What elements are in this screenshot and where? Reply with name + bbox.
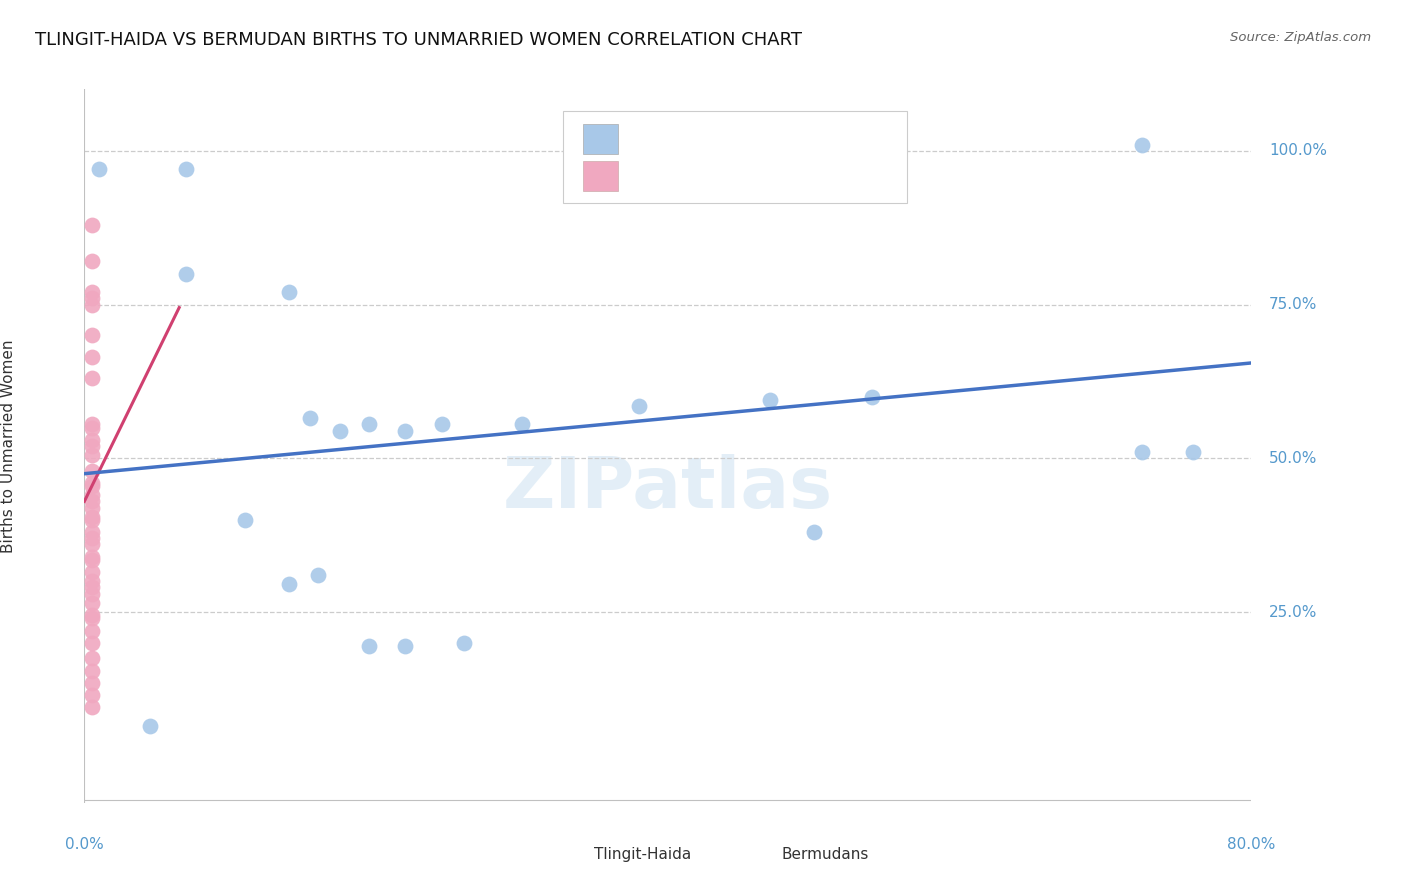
Point <box>80 700 103 714</box>
Text: R = 0.209   N = 26: R = 0.209 N = 26 <box>630 129 830 149</box>
Point <box>357 417 380 432</box>
FancyBboxPatch shape <box>582 161 617 191</box>
Point <box>759 392 782 407</box>
Point <box>176 162 198 177</box>
Point <box>80 494 103 508</box>
Point <box>80 297 103 311</box>
Point <box>80 433 103 447</box>
Point <box>453 636 475 650</box>
Point <box>627 399 650 413</box>
Point <box>80 488 103 502</box>
Point <box>87 162 110 177</box>
Point <box>80 549 103 564</box>
Point <box>80 500 103 515</box>
Text: 0.0%: 0.0% <box>65 837 104 852</box>
Point <box>394 639 416 653</box>
Point <box>80 464 103 478</box>
Point <box>139 719 162 733</box>
FancyBboxPatch shape <box>562 111 907 203</box>
Point <box>860 390 883 404</box>
Text: Bermudans: Bermudans <box>782 847 869 862</box>
Point <box>80 565 103 579</box>
FancyBboxPatch shape <box>582 124 617 154</box>
Text: R = 0.327   N = 40: R = 0.327 N = 40 <box>630 167 830 186</box>
Point <box>1130 445 1153 459</box>
Point <box>80 608 103 623</box>
Point <box>80 664 103 678</box>
Point <box>80 581 103 595</box>
Point <box>1181 445 1204 459</box>
Text: 100.0%: 100.0% <box>1268 144 1327 158</box>
Point <box>80 291 103 305</box>
Point <box>80 479 103 493</box>
Point <box>80 531 103 545</box>
Text: 25.0%: 25.0% <box>1268 605 1317 620</box>
Point <box>80 448 103 462</box>
Text: Births to Unmarried Women: Births to Unmarried Women <box>1 339 15 553</box>
Point <box>80 218 103 232</box>
Point <box>357 639 380 653</box>
Point <box>80 636 103 650</box>
Text: 80.0%: 80.0% <box>1227 837 1275 852</box>
Point <box>803 525 825 540</box>
Point <box>80 328 103 343</box>
Point <box>80 285 103 300</box>
Text: 50.0%: 50.0% <box>1268 450 1317 466</box>
Point <box>80 624 103 638</box>
Point <box>80 371 103 385</box>
Point <box>80 688 103 702</box>
Point <box>307 568 329 582</box>
Text: Source: ZipAtlas.com: Source: ZipAtlas.com <box>1230 31 1371 45</box>
Point <box>80 509 103 524</box>
FancyBboxPatch shape <box>738 843 768 865</box>
Point <box>80 475 103 490</box>
Point <box>80 420 103 434</box>
Point <box>80 676 103 690</box>
Point <box>80 651 103 665</box>
Point <box>394 424 416 438</box>
Point <box>80 525 103 540</box>
Point <box>80 439 103 453</box>
Point <box>176 267 198 281</box>
Point <box>80 596 103 610</box>
Point <box>80 611 103 625</box>
Point <box>430 417 453 432</box>
Point <box>277 285 299 300</box>
Point <box>80 537 103 551</box>
Point <box>80 574 103 589</box>
Point <box>277 577 299 591</box>
Point <box>80 553 103 567</box>
Point <box>510 417 533 432</box>
Point <box>80 350 103 364</box>
Point <box>80 587 103 601</box>
Point <box>80 254 103 268</box>
Text: ZIPatlas: ZIPatlas <box>503 454 832 524</box>
Point <box>80 417 103 432</box>
Point <box>299 411 322 425</box>
FancyBboxPatch shape <box>551 843 581 865</box>
Point <box>329 424 352 438</box>
Point <box>1130 137 1153 152</box>
Text: TLINGIT-HAIDA VS BERMUDAN BIRTHS TO UNMARRIED WOMEN CORRELATION CHART: TLINGIT-HAIDA VS BERMUDAN BIRTHS TO UNMA… <box>35 31 803 49</box>
Point <box>80 513 103 527</box>
Point <box>233 513 256 527</box>
Text: Tlingit-Haida: Tlingit-Haida <box>595 847 692 862</box>
Text: 75.0%: 75.0% <box>1268 297 1317 312</box>
